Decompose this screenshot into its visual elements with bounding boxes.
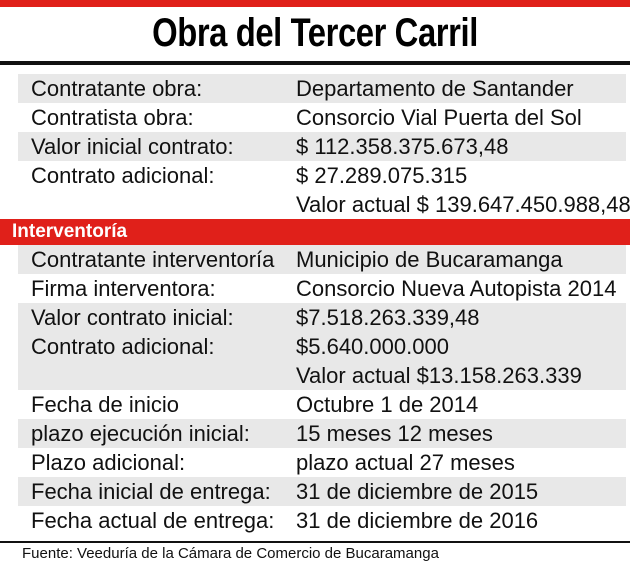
table-row: Fecha inicial de entrega: 31 de diciembr… (18, 477, 626, 506)
row-value: Valor actual $13.158.263.339 (296, 363, 582, 388)
section-label: Interventoría (12, 221, 128, 242)
row-label: Contratista obra: (31, 105, 194, 130)
table-row: Valor inicial contrato: $ 112.358.375.67… (18, 132, 626, 161)
table-row: Valor actual $13.158.263.339 (18, 361, 626, 390)
source-note: Fuente: Veeduría de la Cámara de Comerci… (22, 545, 439, 562)
row-value: $ 112.358.375.673,48 (296, 134, 509, 159)
row-label: Fecha actual de entrega: (31, 508, 275, 533)
bottom-divider (0, 541, 630, 543)
row-label: plazo ejecución inicial: (31, 421, 250, 446)
row-label: Contratante interventoría (31, 247, 275, 272)
table-row: Valor contrato inicial: $7.518.263.339,4… (18, 303, 626, 332)
row-value: 15 meses 12 meses (296, 421, 493, 446)
table-row: Contratante interventoría Municipio de B… (18, 245, 626, 274)
table-row: Firma interventora: Consorcio Nueva Auto… (18, 274, 626, 303)
row-label: Contrato adicional: (31, 334, 215, 359)
page-title: Obra del Tercer Carril (152, 11, 478, 55)
row-value: $5.640.000.000 (296, 334, 449, 359)
row-label: Contrato adicional: (31, 163, 215, 188)
row-label: Fecha de inicio (31, 392, 179, 417)
row-label: Contratante obra: (31, 76, 203, 101)
row-value: plazo actual 27 meses (296, 450, 515, 475)
row-value: 31 de diciembre de 2016 (296, 508, 539, 533)
table-row: Contrato adicional: $ 27.289.075.315 (18, 161, 626, 190)
row-value: Municipio de Bucaramanga (296, 247, 563, 272)
table-row: Fecha de inicio Octubre 1 de 2014 (18, 390, 626, 419)
row-value: Consorcio Nueva Autopista 2014 (296, 276, 617, 301)
table-row: Plazo adicional: plazo actual 27 meses (18, 448, 626, 477)
table-row: Contratante obra: Departamento de Santan… (18, 74, 626, 103)
row-label: Valor contrato inicial: (31, 305, 234, 330)
row-label: Plazo adicional: (31, 450, 186, 475)
section-header-interventoria: Interventoría (0, 219, 630, 245)
table-row: Contratista obra: Consorcio Vial Puerta … (18, 103, 626, 132)
table-row: Contrato adicional: $5.640.000.000 (18, 332, 626, 361)
row-value: Valor actual $ 139.647.450.988,48 (296, 192, 630, 217)
contract-table: Contratante obra: Departamento de Santan… (0, 74, 630, 535)
row-label: Valor inicial contrato: (31, 134, 234, 159)
table-row: plazo ejecución inicial: 15 meses 12 mes… (18, 419, 626, 448)
row-value: Consorcio Vial Puerta del Sol (296, 105, 582, 130)
row-value: Departamento de Santander (296, 76, 574, 101)
table-row: Fecha actual de entrega: 31 de diciembre… (18, 506, 626, 535)
row-value: Octubre 1 de 2014 (296, 392, 479, 417)
row-value: 31 de diciembre de 2015 (296, 479, 539, 504)
top-accent-bar (0, 0, 630, 7)
row-value: $ 27.289.075.315 (296, 163, 468, 188)
title-divider (0, 61, 630, 65)
row-label: Firma interventora: (31, 276, 216, 301)
table-row: Valor actual $ 139.647.450.988,48 (18, 190, 630, 219)
row-value: $7.518.263.339,48 (296, 305, 480, 330)
row-label: Fecha inicial de entrega: (31, 479, 271, 504)
